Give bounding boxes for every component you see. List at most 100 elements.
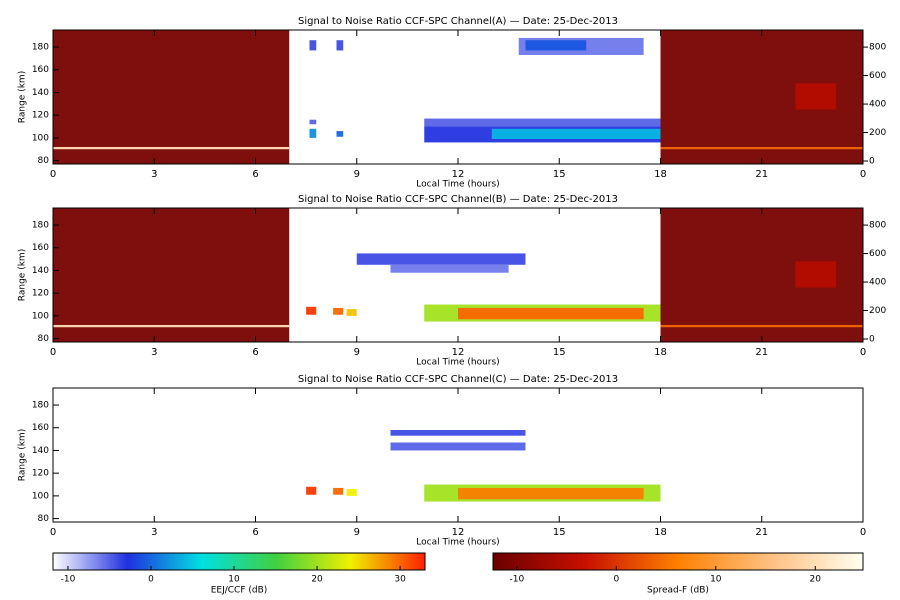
y-tick-label: 100 bbox=[32, 133, 49, 143]
y-tick-label: 80 bbox=[38, 514, 50, 524]
x-tick-label: 3 bbox=[151, 527, 157, 538]
colorbar-tick-label: 0 bbox=[148, 575, 154, 585]
x-tick-label: 0 bbox=[860, 347, 866, 358]
echo-cell bbox=[309, 119, 317, 125]
x-tick-label: 0 bbox=[50, 169, 56, 180]
echo-cell bbox=[390, 430, 526, 436]
y-tick-label: 160 bbox=[32, 423, 49, 433]
y-tick-label: 100 bbox=[32, 311, 49, 321]
x-axis-label: Local Time (hours) bbox=[416, 180, 499, 190]
echo-cell bbox=[525, 40, 587, 51]
y-axis-label: Range (km) bbox=[18, 71, 28, 123]
y-tick-label: 140 bbox=[32, 88, 49, 98]
panel-title: Signal to Noise Ratio CCF-SPC Channel(C)… bbox=[298, 374, 618, 385]
echo-cell bbox=[53, 324, 290, 328]
colorbar-tick-label: -10 bbox=[510, 575, 525, 585]
echo-cell bbox=[491, 128, 661, 140]
x-tick-label: 6 bbox=[252, 527, 258, 538]
y-tick-label: 140 bbox=[32, 266, 49, 276]
y-tick-label: 100 bbox=[32, 491, 49, 501]
echo-cell bbox=[336, 131, 344, 137]
colorbar bbox=[492, 552, 864, 571]
echo-cell bbox=[53, 30, 290, 164]
y2-tick-label: 600 bbox=[869, 249, 886, 259]
y-tick-label: 180 bbox=[32, 401, 49, 411]
echo-cell bbox=[458, 307, 644, 320]
x-tick-label: 0 bbox=[50, 527, 56, 538]
x-tick-label: 9 bbox=[354, 169, 360, 180]
x-tick-label: 0 bbox=[50, 347, 56, 358]
plot-area bbox=[53, 30, 863, 164]
echo-cell bbox=[458, 487, 644, 500]
x-tick-label: 18 bbox=[654, 347, 667, 358]
x-tick-label: 12 bbox=[452, 169, 465, 180]
echo-cell bbox=[795, 261, 836, 288]
echo-cell bbox=[309, 40, 317, 51]
echo-cell bbox=[356, 253, 526, 265]
y-tick-label: 80 bbox=[38, 156, 50, 166]
x-tick-label: 0 bbox=[860, 169, 866, 180]
y-tick-label: 120 bbox=[32, 469, 49, 479]
y2-tick-label: 400 bbox=[869, 278, 886, 288]
x-tick-label: 9 bbox=[354, 527, 360, 538]
colorbar-tick-label: -10 bbox=[61, 575, 76, 585]
echo-cell bbox=[306, 486, 317, 495]
x-tick-label: 6 bbox=[252, 347, 258, 358]
x-tick-label: 3 bbox=[151, 347, 157, 358]
plot-area bbox=[306, 430, 661, 502]
x-tick-label: 15 bbox=[553, 527, 566, 538]
echo-cell bbox=[424, 118, 661, 127]
y-tick-label: 160 bbox=[32, 65, 49, 75]
x-tick-label: 12 bbox=[452, 347, 465, 358]
x-tick-label: 12 bbox=[452, 527, 465, 538]
y2-tick-label: 800 bbox=[869, 43, 886, 53]
echo-cell bbox=[53, 146, 290, 150]
echo-cell bbox=[306, 306, 317, 315]
echo-cell bbox=[660, 146, 863, 150]
y-tick-label: 180 bbox=[32, 43, 49, 53]
colorbar-tick-label: 30 bbox=[394, 575, 406, 585]
colorbar-tick-label: 20 bbox=[810, 575, 822, 585]
echo-cell bbox=[795, 83, 836, 110]
x-tick-label: 9 bbox=[354, 347, 360, 358]
x-tick-label: 3 bbox=[151, 169, 157, 180]
colorbar-label: Spread-F (dB) bbox=[647, 586, 709, 596]
colorbar bbox=[52, 552, 426, 571]
plot-area bbox=[53, 208, 863, 342]
echo-cell bbox=[309, 128, 317, 138]
y-tick-label: 160 bbox=[32, 243, 49, 253]
plot-frame bbox=[52, 387, 864, 523]
panel-title: Signal to Noise Ratio CCF-SPC Channel(B)… bbox=[298, 194, 618, 205]
y2-tick-label: 0 bbox=[869, 157, 875, 167]
x-tick-label: 6 bbox=[252, 169, 258, 180]
y-tick-label: 120 bbox=[32, 289, 49, 299]
x-tick-label: 18 bbox=[654, 527, 667, 538]
echo-cell bbox=[660, 324, 863, 328]
x-tick-label: 21 bbox=[755, 527, 768, 538]
x-tick-label: 0 bbox=[860, 527, 866, 538]
echo-cell bbox=[346, 489, 357, 496]
echo-cell bbox=[333, 487, 344, 495]
x-tick-label: 21 bbox=[755, 347, 768, 358]
x-axis-label: Local Time (hours) bbox=[416, 538, 499, 548]
y-axis-label: Range (km) bbox=[18, 429, 28, 481]
y2-tick-label: 400 bbox=[869, 100, 886, 110]
colorbar-tick-label: 0 bbox=[613, 575, 619, 585]
y-axis-label: Range (km) bbox=[18, 249, 28, 301]
colorbar-tick-label: 10 bbox=[710, 575, 722, 585]
echo-cell bbox=[346, 309, 357, 316]
y-tick-label: 120 bbox=[32, 111, 49, 121]
x-tick-label: 15 bbox=[553, 347, 566, 358]
x-tick-label: 18 bbox=[654, 169, 667, 180]
y2-tick-label: 200 bbox=[869, 128, 886, 138]
echo-cell bbox=[390, 442, 526, 451]
echo-cell bbox=[53, 208, 290, 342]
y-tick-label: 80 bbox=[38, 334, 50, 344]
panel-title: Signal to Noise Ratio CCF-SPC Channel(A)… bbox=[298, 16, 618, 27]
echo-cell bbox=[336, 40, 344, 51]
x-tick-label: 21 bbox=[755, 169, 768, 180]
x-tick-label: 15 bbox=[553, 169, 566, 180]
y-tick-label: 140 bbox=[32, 446, 49, 456]
colorbar-tick-label: 10 bbox=[228, 575, 240, 585]
